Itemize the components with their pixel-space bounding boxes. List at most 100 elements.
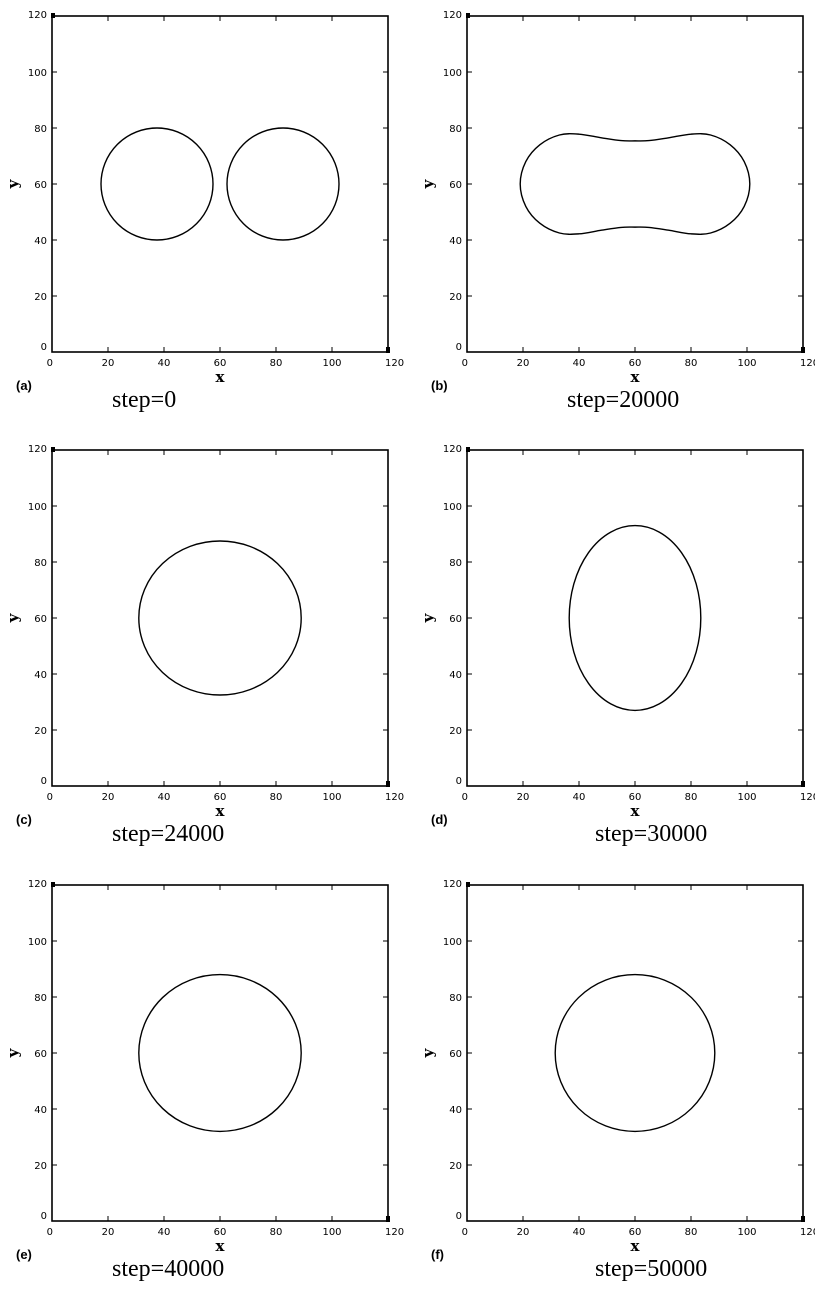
- y-tick-label: 120: [28, 10, 47, 21]
- y-tick-label: 100: [28, 937, 47, 948]
- x-tick-label: 0: [47, 1227, 53, 1238]
- x-tick-label: 100: [322, 1227, 341, 1238]
- x-tick-label: 120: [385, 358, 404, 369]
- step-caption: step=30000: [595, 821, 707, 847]
- y-tick-label: 80: [34, 993, 47, 1004]
- x-tick-label: 20: [517, 1227, 530, 1238]
- x-tick-label: 60: [214, 792, 227, 803]
- droplet-interface: [568, 524, 702, 712]
- x-tick-label: 0: [462, 1227, 468, 1238]
- step-caption: step=50000: [595, 1256, 707, 1282]
- plot-frame: [466, 884, 804, 1222]
- y-tick-label: 100: [443, 502, 462, 513]
- y-axis-title: y: [4, 1047, 22, 1058]
- y-tick-label: 0: [41, 342, 47, 353]
- y-tick-label: 20: [449, 1161, 462, 1172]
- y-tick-label: 40: [34, 1105, 47, 1116]
- y-tick-label: 60: [34, 180, 47, 191]
- x-axis-title: x: [631, 368, 641, 386]
- plot-frame: [51, 15, 389, 353]
- step-caption: step=40000: [112, 1256, 224, 1282]
- x-tick-label: 100: [737, 792, 756, 803]
- y-tick-label: 100: [443, 68, 462, 79]
- x-tick-label: 20: [102, 792, 115, 803]
- y-tick-label: 120: [443, 879, 462, 890]
- x-tick-label: 100: [737, 1227, 756, 1238]
- y-tick-label: 80: [34, 124, 47, 135]
- panel-a: 0 20 40 60 80 100 120 0 20 40 60 80 100 120 x y (a) step=…: [4, 10, 404, 413]
- droplet-interface: [100, 127, 214, 241]
- x-tick-label: 80: [270, 358, 283, 369]
- x-axis-title: x: [216, 1237, 226, 1255]
- y-tick-label: 60: [34, 614, 47, 625]
- y-tick-label: 40: [449, 1105, 462, 1116]
- y-tick-label: 0: [456, 776, 462, 787]
- x-tick-label: 100: [322, 792, 341, 803]
- panel-tag: (d): [431, 812, 448, 827]
- panel-d: 0 20 40 60 80 100 120 0 20 40 60 80 100 120 x y (d) step=…: [419, 444, 815, 847]
- plot-frame: [466, 449, 804, 787]
- y-tick-label: 100: [443, 937, 462, 948]
- x-tick-label: 60: [629, 1227, 642, 1238]
- y-axis-title: y: [4, 178, 22, 189]
- x-axis-title: x: [216, 368, 226, 386]
- step-caption: step=20000: [567, 387, 679, 413]
- y-tick-label: 20: [34, 1161, 47, 1172]
- panel-tag: (e): [16, 1247, 32, 1262]
- y-tick-label: 0: [456, 342, 462, 353]
- y-tick-label: 60: [449, 1049, 462, 1060]
- y-tick-label: 0: [41, 776, 47, 787]
- x-tick-label: 60: [214, 358, 227, 369]
- x-tick-label: 0: [47, 792, 53, 803]
- y-tick-label: 60: [449, 614, 462, 625]
- x-tick-label: 40: [158, 358, 171, 369]
- plot-frame: [51, 449, 389, 787]
- x-tick-label: 100: [737, 358, 756, 369]
- panel-tag: (c): [16, 812, 32, 827]
- y-tick-label: 120: [28, 879, 47, 890]
- step-caption: step=24000: [112, 821, 224, 847]
- x-tick-label: 20: [517, 358, 530, 369]
- x-tick-label: 80: [270, 1227, 283, 1238]
- x-tick-label: 0: [462, 792, 468, 803]
- x-tick-label: 80: [270, 792, 283, 803]
- y-tick-label: 40: [34, 236, 47, 247]
- x-axis-title: x: [216, 802, 226, 820]
- x-tick-label: 20: [517, 792, 530, 803]
- x-tick-label: 120: [800, 792, 815, 803]
- x-tick-label: 0: [462, 358, 468, 369]
- y-tick-label: 100: [28, 68, 47, 79]
- y-tick-label: 60: [34, 1049, 47, 1060]
- x-tick-label: 40: [158, 792, 171, 803]
- y-tick-label: 40: [449, 670, 462, 681]
- panel-tag: (f): [431, 1247, 444, 1262]
- x-tick-label: 80: [685, 358, 698, 369]
- y-axis-title: y: [4, 612, 22, 623]
- x-tick-label: 20: [102, 358, 115, 369]
- panel-b: 0 20 40 60 80 100 120 0 20 40 60 80 100 120 x y (b) step=…: [419, 10, 815, 413]
- y-axis-title: y: [419, 1047, 437, 1058]
- x-tick-label: 40: [573, 1227, 586, 1238]
- x-axis-title: x: [631, 802, 641, 820]
- y-tick-label: 60: [449, 180, 462, 191]
- y-tick-label: 120: [28, 444, 47, 455]
- panel-e: 0 20 40 60 80 100 120 0 20 40 60 80 100 120 x y (e) step=…: [4, 879, 404, 1282]
- x-tick-label: 40: [573, 358, 586, 369]
- x-axis-title: x: [631, 1237, 641, 1255]
- y-tick-label: 40: [34, 670, 47, 681]
- y-tick-label: 20: [449, 726, 462, 737]
- x-tick-label: 100: [322, 358, 341, 369]
- x-tick-label: 80: [685, 1227, 698, 1238]
- x-tick-label: 40: [573, 792, 586, 803]
- droplet-interface: [519, 133, 751, 235]
- y-tick-label: 0: [41, 1211, 47, 1222]
- y-axis-title: y: [419, 178, 437, 189]
- y-tick-label: 40: [449, 236, 462, 247]
- x-tick-label: 60: [629, 358, 642, 369]
- x-tick-label: 60: [629, 792, 642, 803]
- x-tick-label: 120: [800, 358, 815, 369]
- y-tick-label: 120: [443, 444, 462, 455]
- step-caption: step=0: [112, 387, 176, 413]
- y-tick-label: 80: [449, 558, 462, 569]
- droplet-interface: [554, 973, 716, 1133]
